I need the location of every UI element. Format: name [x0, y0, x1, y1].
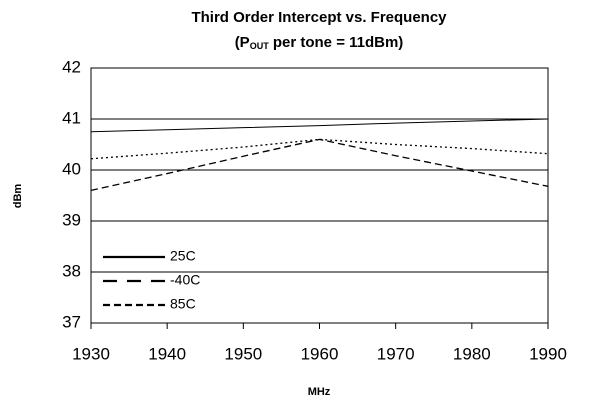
y-tick-label: 41 — [62, 108, 81, 127]
legend-label: -40C — [170, 272, 200, 288]
subtitle-subscript: OUT — [250, 41, 270, 51]
x-tick-label: 1960 — [301, 344, 339, 363]
y-tick-label: 37 — [62, 312, 81, 331]
subtitle-prefix: (P — [235, 34, 250, 51]
x-axis-label: MHz — [308, 386, 331, 398]
series-line — [90, 138, 549, 192]
chart-subtitle: (POUT per tone = 11dBm) — [235, 34, 404, 51]
chart-title: Third Order Intercept vs. Frequency — [191, 9, 447, 26]
x-tick-label: 1980 — [453, 344, 491, 363]
y-tick-label: 39 — [62, 210, 81, 229]
y-tick-label: 40 — [62, 159, 81, 178]
x-tick-label: 1950 — [224, 344, 262, 363]
y-axis-label: dBm — [12, 184, 24, 209]
x-tick-label: 1970 — [377, 344, 415, 363]
y-tick-label: 38 — [62, 261, 81, 280]
x-tick-label: 1930 — [72, 344, 110, 363]
series-line — [90, 138, 549, 160]
series-line — [90, 118, 549, 133]
x-tick-label: 1990 — [529, 344, 567, 363]
legend-label: 85C — [170, 296, 196, 312]
y-tick-label: 42 — [62, 57, 81, 76]
subtitle-suffix: per tone = 11dBm) — [269, 34, 404, 51]
legend-label: 25C — [170, 248, 196, 264]
plot-frame — [90, 67, 549, 324]
x-tick-label: 1940 — [148, 344, 186, 363]
